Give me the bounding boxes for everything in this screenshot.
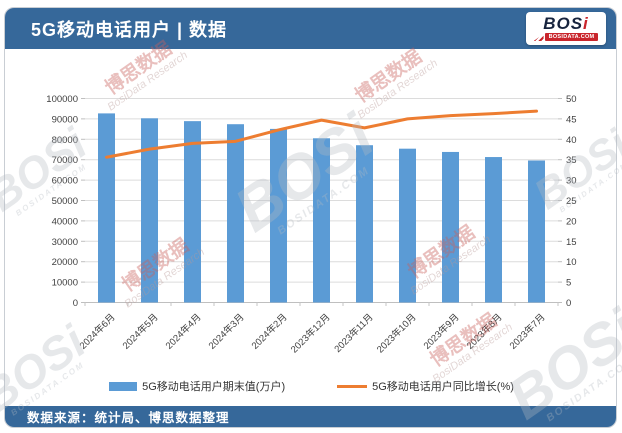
left-axis-label: 90000 — [52, 114, 78, 125]
left-axis-label: 20000 — [52, 257, 78, 268]
x-axis-label: 2024年4月 — [163, 311, 204, 352]
x-axis-label: 2023年7月 — [507, 311, 548, 352]
bosi-logo-i: i — [583, 14, 589, 33]
bar — [184, 121, 201, 303]
line-series-swatch — [337, 384, 368, 388]
right-axis-label: 20 — [566, 216, 577, 227]
bar-series-label: 5G移动电话用户期末值(万户) — [142, 381, 286, 393]
legend: 5G移动电话用户期末值(万户) 5G移动电话用户同比增长(%) — [5, 378, 616, 394]
legend-item-line: 5G移动电话用户同比增长(%) — [337, 378, 514, 394]
right-axis-label: 25 — [566, 196, 577, 207]
x-axis-label: 2023年11月 — [332, 311, 376, 355]
right-axis-label: 0 — [566, 298, 571, 309]
x-axis-label: 2024年2月 — [249, 311, 290, 352]
left-axis-label: 80000 — [52, 135, 78, 146]
left-axis-label: 70000 — [52, 155, 78, 166]
bosi-logo: BOSi BOSIDATA.COM — [526, 12, 606, 45]
left-axis-label: 100000 — [46, 94, 78, 105]
x-axis-label: 2023年8月 — [464, 311, 505, 352]
page-title: 5G移动电话用户 | 数据 — [31, 19, 228, 40]
bosi-logo-flag-icon — [533, 34, 544, 41]
line-series-label: 5G移动电话用户同比增长(%) — [372, 381, 514, 393]
source-text: 数据来源：统计局、博思数据整理 — [27, 411, 230, 425]
x-axis-label: 2023年9月 — [421, 311, 462, 352]
bar — [356, 145, 373, 303]
x-axis-label: 2024年3月 — [206, 311, 247, 352]
x-axis-label: 2024年5月 — [120, 311, 161, 352]
bar — [442, 151, 459, 303]
x-axis-label: 2024年6月 — [77, 311, 118, 352]
growth-line — [105, 109, 538, 159]
right-axis-label: 10 — [566, 257, 577, 268]
right-axis-label: 45 — [566, 114, 577, 125]
header-bar: 5G移动电话用户 | 数据 BOSi BOSIDATA.COM — [5, 8, 616, 49]
bar — [141, 118, 158, 303]
bar-series-swatch — [109, 381, 138, 391]
right-axis-label: 40 — [566, 135, 577, 146]
bar — [313, 138, 330, 303]
right-axis-label: 5 — [566, 278, 571, 289]
left-axis-label: 60000 — [52, 176, 78, 187]
right-axis-label: 50 — [566, 94, 577, 105]
chart-area: 0 10000 20000 30000 40000 50000 60000 70000 8000… — [5, 49, 616, 408]
bar — [399, 148, 416, 303]
bar — [528, 160, 545, 303]
bar — [485, 157, 502, 303]
left-axis-label: 40000 — [52, 216, 78, 227]
bar — [98, 113, 115, 303]
legend-item-bar: 5G移动电话用户期末值(万户) — [109, 378, 285, 394]
bar — [270, 128, 287, 303]
bar — [227, 124, 244, 303]
left-axis-label: 30000 — [52, 237, 78, 248]
left-axis-label: 50000 — [52, 196, 78, 207]
right-axis-label: 15 — [566, 237, 577, 248]
right-axis-label: 30 — [566, 176, 577, 187]
bosi-logo-domain: BOSIDATA.COM — [544, 33, 599, 41]
bosi-logo-text: BOSi — [543, 14, 589, 33]
x-axis-label: 2023年10月 — [374, 311, 418, 355]
report-card: 5G移动电话用户 | 数据 BOSi BOSIDATA.COM 0 10000 20… — [4, 7, 617, 428]
left-axis-label: 10000 — [52, 278, 78, 289]
x-axis-label: 2023年12月 — [288, 311, 332, 355]
left-axis-label: 0 — [73, 298, 78, 309]
footer-bar: 数据来源：统计局、博思数据整理 — [5, 406, 616, 427]
right-axis-label: 35 — [566, 155, 577, 166]
bosi-logo-banner: BOSIDATA.COM — [533, 33, 599, 41]
bar-line-chart: 0 10000 20000 30000 40000 50000 60000 70000 8000… — [46, 94, 577, 355]
